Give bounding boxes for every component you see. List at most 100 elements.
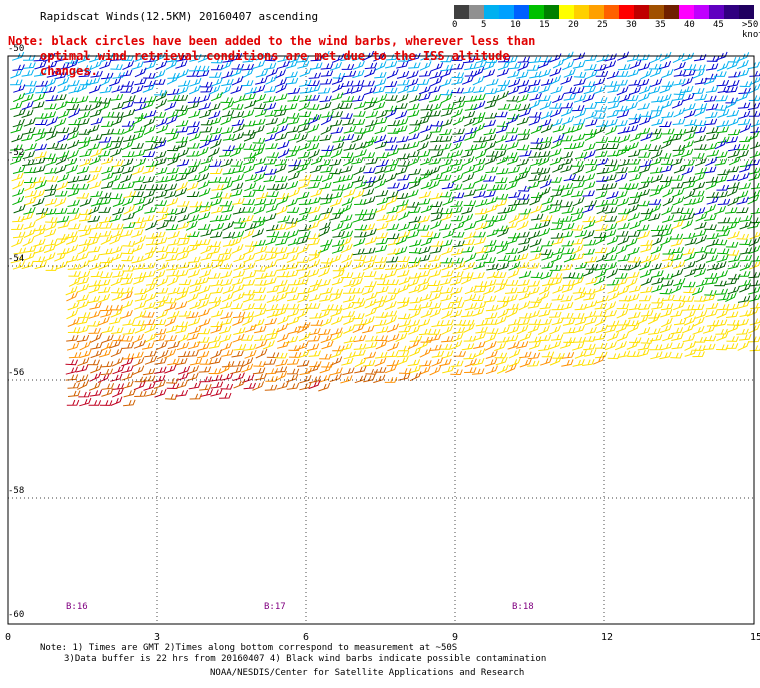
wind-barb <box>342 301 355 311</box>
wind-barb <box>57 133 70 143</box>
wind-barb <box>715 288 728 295</box>
wind-barb <box>121 380 134 390</box>
wind-barb <box>407 156 420 167</box>
wind-barb <box>34 143 47 151</box>
wind-barb <box>142 165 155 174</box>
wind-barb <box>705 156 718 167</box>
wind-barb <box>110 147 122 158</box>
wind-barb <box>397 345 411 352</box>
wind-barb <box>165 128 178 135</box>
wind-barb <box>166 276 179 287</box>
wind-barb <box>100 368 114 376</box>
wind-barb <box>155 190 168 199</box>
wind-barb <box>518 291 531 301</box>
wind-barb <box>330 126 344 134</box>
wind-barb <box>607 284 620 294</box>
wind-barb <box>76 252 89 261</box>
legend-label: 10 <box>510 20 521 30</box>
wind-barb <box>229 53 243 62</box>
wind-barb <box>111 291 124 301</box>
wind-barb <box>440 64 453 72</box>
wind-barb <box>189 240 203 246</box>
wind-barb <box>218 176 232 183</box>
wind-barb <box>540 123 553 134</box>
wind-barb <box>32 128 45 136</box>
wind-barb <box>134 78 147 86</box>
wind-barb <box>232 316 245 326</box>
wind-barb <box>79 104 92 111</box>
wind-barb <box>384 377 398 383</box>
wind-barb <box>497 296 510 303</box>
wind-barb <box>122 222 136 229</box>
wind-barb <box>648 328 661 335</box>
wind-barb <box>572 133 586 142</box>
wind-barb <box>728 217 741 224</box>
wind-barb <box>319 353 332 360</box>
wind-barb <box>386 206 399 214</box>
wind-barb <box>286 358 300 365</box>
wind-barb <box>286 368 300 375</box>
wind-barb <box>519 150 532 157</box>
wind-barb <box>551 304 564 311</box>
wind-barb <box>131 255 144 264</box>
wind-barb <box>306 343 320 352</box>
wind-barb <box>416 141 429 152</box>
wind-barb <box>551 218 565 224</box>
wind-barb <box>76 334 90 343</box>
wind-barb <box>627 246 640 256</box>
wind-barb <box>406 189 419 198</box>
wind-barb <box>275 93 288 102</box>
wind-barb <box>541 351 555 358</box>
wind-barb <box>693 207 706 216</box>
wind-barb <box>561 240 575 247</box>
wind-barb <box>505 294 518 303</box>
wind-barb <box>408 247 422 254</box>
wind-barb <box>231 111 245 119</box>
wind-barb <box>68 223 81 230</box>
wind-barb <box>175 105 188 112</box>
wind-barb <box>253 103 267 110</box>
wind-barb <box>441 350 454 359</box>
wind-barb <box>574 303 588 311</box>
wind-barb <box>726 60 739 70</box>
wind-barb <box>716 248 730 255</box>
wind-barb <box>54 117 67 128</box>
wind-barb <box>670 310 683 318</box>
wind-barb <box>495 225 508 232</box>
legend-swatch <box>559 5 574 19</box>
wind-barb <box>385 315 397 326</box>
wind-barb <box>362 316 375 326</box>
footnote-line-2: 3)Data buffer is 22 hrs from 20160407 4)… <box>64 654 547 664</box>
wind-barb <box>396 135 409 143</box>
wind-barb <box>177 261 191 269</box>
wind-barb <box>210 381 224 389</box>
wind-barb <box>650 53 662 64</box>
wind-barb <box>649 344 663 351</box>
wind-barb <box>341 152 354 159</box>
wind-barb <box>319 95 332 103</box>
wind-barb <box>164 302 177 312</box>
wind-barb <box>177 365 191 375</box>
wind-barb <box>210 324 223 334</box>
wind-barb <box>297 293 310 303</box>
wind-barb <box>717 85 731 93</box>
wind-barb <box>650 167 663 174</box>
wind-barb <box>625 277 638 288</box>
wind-barb <box>530 143 543 150</box>
wind-barb <box>705 103 719 111</box>
wind-barb <box>78 70 92 78</box>
wind-barb <box>77 379 89 390</box>
wind-barb <box>428 110 441 117</box>
wind-barb <box>692 263 706 271</box>
wind-barb <box>12 179 25 190</box>
wind-barb <box>650 245 663 255</box>
wind-barb <box>178 279 192 286</box>
wind-barb <box>112 198 125 207</box>
wind-barb <box>541 252 554 261</box>
wind-barb <box>33 157 46 165</box>
wind-barb <box>310 175 323 182</box>
wind-barb <box>431 149 444 158</box>
wind-barb <box>244 182 257 192</box>
wind-barb <box>253 93 266 103</box>
